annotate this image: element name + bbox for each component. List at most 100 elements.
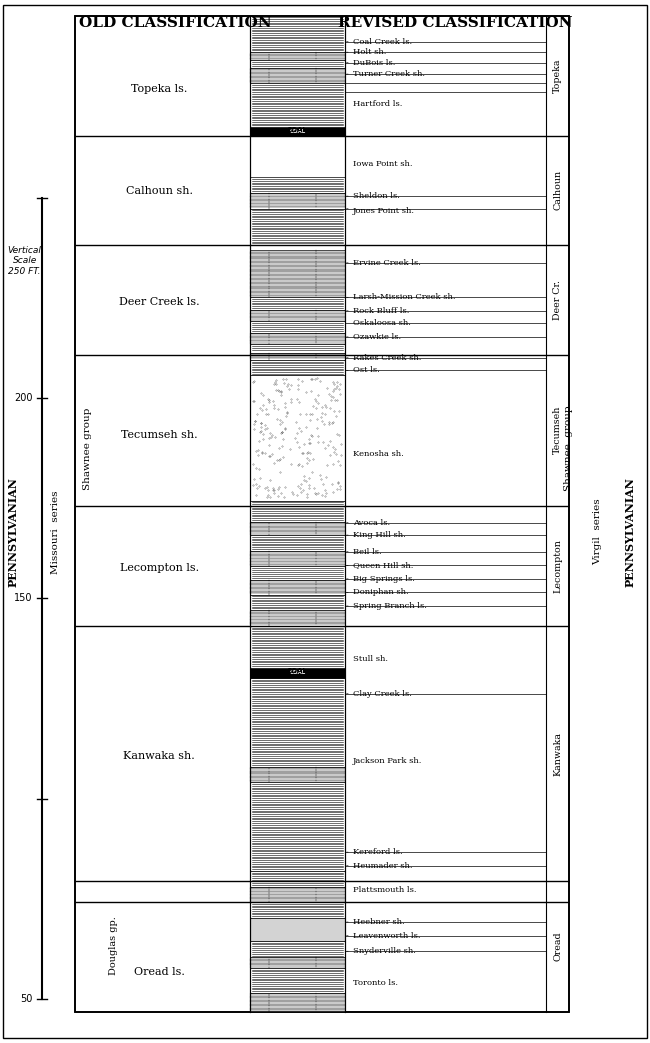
Text: Missouri  series: Missouri series [51,490,60,574]
Bar [250,297,344,310]
Text: COAL: COAL [289,129,306,134]
Text: Tecumseh: Tecumseh [553,406,562,455]
Bar [250,993,344,1012]
Text: 250 FT.: 250 FT. [8,267,41,275]
Text: COAL: COAL [289,671,306,675]
Text: Topeka: Topeka [553,58,562,93]
Text: 200: 200 [14,393,32,404]
Text: Kanwaka: Kanwaka [553,731,562,776]
Text: Hartford ls.: Hartford ls. [353,100,402,108]
Text: Virgil  series: Virgil series [593,499,603,565]
Bar [250,871,344,887]
Bar [250,941,344,957]
Bar [250,968,344,993]
Bar [250,127,344,136]
Text: Queen Hill sh.: Queen Hill sh. [353,561,413,569]
Bar [250,360,344,375]
Bar [250,353,344,360]
Text: Big Springs ls.: Big Springs ls. [353,575,415,583]
Text: Kereford ls.: Kereford ls. [353,848,402,856]
Bar [250,52,344,60]
Text: Holt sh.: Holt sh. [353,48,386,56]
Text: Avoca ls.: Avoca ls. [353,518,390,527]
Text: Kenosha sh.: Kenosha sh. [353,450,404,458]
Text: Iowa Point sh.: Iowa Point sh. [353,160,413,168]
Text: Heumader sh.: Heumader sh. [353,862,413,870]
Text: Jones Point sh.: Jones Point sh. [353,207,415,215]
Text: 50: 50 [20,994,32,1004]
Bar [250,782,344,871]
Bar [75,16,569,1012]
Text: King Hill sh.: King Hill sh. [353,531,406,539]
Bar [250,902,344,918]
Bar [250,551,344,566]
Bar [250,668,344,678]
Bar [250,60,344,68]
Bar [250,566,344,580]
Text: Ozawkie ls.: Ozawkie ls. [353,333,401,341]
Bar [250,887,344,902]
Bar [250,321,344,333]
Text: Toronto ls.: Toronto ls. [353,978,398,987]
Bar [250,310,344,321]
Text: Doniphan sh.: Doniphan sh. [353,588,409,597]
Text: Beil ls.: Beil ls. [353,548,382,556]
Text: Douglas gp.: Douglas gp. [109,917,118,975]
Text: Ervine Creek ls.: Ervine Creek ls. [353,259,421,267]
Bar [250,83,344,127]
Text: Jackson Park sh.: Jackson Park sh. [353,757,422,766]
Text: Leavenworth ls.: Leavenworth ls. [353,931,421,940]
Text: Heebner sh.: Heebner sh. [353,918,404,926]
Text: Oread ls.: Oread ls. [134,967,185,977]
Text: Coal Creek ls.: Coal Creek ls. [353,38,412,46]
Text: Sheldon ls.: Sheldon ls. [353,192,400,200]
Bar [250,535,344,551]
Text: Snyderville sh.: Snyderville sh. [353,947,416,955]
Text: Deer Cr.: Deer Cr. [553,280,562,320]
Text: Oskaloosa sh.: Oskaloosa sh. [353,319,411,328]
Text: Shawnee group: Shawnee group [83,408,92,489]
Text: Stull sh.: Stull sh. [353,655,388,663]
Text: OLD CLASSIFICATION: OLD CLASSIFICATION [79,16,272,29]
Text: 150: 150 [14,592,32,603]
Text: Calhoun: Calhoun [553,170,562,211]
Bar [250,375,344,501]
Text: DuBois ls.: DuBois ls. [353,58,395,67]
Text: Larsh-Mission Creek sh.: Larsh-Mission Creek sh. [353,293,456,301]
Text: Scale: Scale [12,257,37,265]
Bar [250,918,344,941]
Bar [250,767,344,782]
Text: Plattsmouth ls.: Plattsmouth ls. [353,886,417,894]
Text: Vertical: Vertical [8,246,42,254]
Text: PENNSYLVANIAN: PENNSYLVANIAN [8,477,18,587]
Bar [250,333,344,344]
Bar [250,250,344,297]
Bar [250,344,344,353]
Bar [250,209,344,245]
Text: Rock Bluff ls.: Rock Bluff ls. [353,307,410,315]
Text: PENNSYLVANIAN: PENNSYLVANIAN [625,477,636,587]
Bar [250,957,344,968]
Bar [250,193,344,209]
Text: COAL: COAL [287,668,307,674]
Bar [250,501,344,522]
Bar [250,610,344,626]
Text: Spring Branch ls.: Spring Branch ls. [353,602,427,610]
Bar [250,595,344,610]
Text: REVISED CLASSIFICATION: REVISED CLASSIFICATION [338,16,572,29]
Bar [250,68,344,83]
Text: Calhoun sh.: Calhoun sh. [125,186,193,196]
Text: Tecumseh sh.: Tecumseh sh. [121,430,198,440]
Text: Topeka ls.: Topeka ls. [131,83,187,94]
Text: Lecompton ls.: Lecompton ls. [120,563,199,574]
Bar [250,626,344,668]
Text: Rakes Creek sh.: Rakes Creek sh. [353,354,421,362]
Bar [75,16,569,1012]
Text: Lecompton: Lecompton [553,539,562,592]
Text: Ost ls.: Ost ls. [353,366,380,374]
Bar [250,678,344,767]
Bar [250,580,344,595]
Text: Turner Creek sh.: Turner Creek sh. [353,70,425,78]
Bar [250,16,344,52]
Text: Oread: Oread [553,931,562,962]
